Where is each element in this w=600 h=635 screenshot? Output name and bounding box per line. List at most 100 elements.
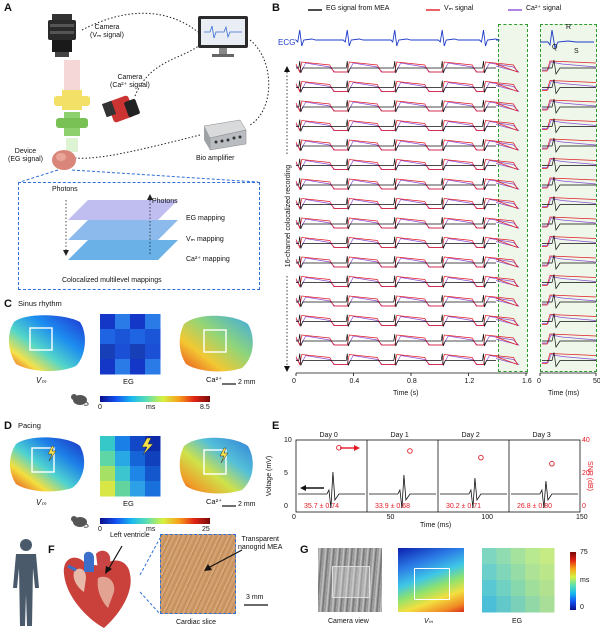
eg-cell: [145, 451, 161, 467]
ca-map-sinus: [179, 315, 253, 372]
channel-12: [295, 274, 597, 290]
eg-trace: [296, 197, 496, 210]
vm-trace: [295, 178, 519, 191]
vm-zoom: [542, 119, 597, 130]
ca-label-d: Ca²⁺: [206, 497, 223, 506]
optical-path: [54, 60, 90, 152]
eg-trace: [296, 294, 496, 308]
vm-map-sinus: [8, 315, 85, 372]
zoom-connector: [19, 169, 259, 183]
e-day-label: Day 0: [319, 432, 338, 439]
eg-cell: [100, 344, 116, 360]
y-axis-arrow-b: [284, 66, 290, 372]
eg-trace: [296, 216, 496, 230]
colorbar-g-min: 0: [580, 604, 584, 611]
eg-cell: [115, 314, 131, 330]
eg-cell: [130, 466, 146, 482]
eg-zoom: [542, 157, 596, 173]
panel-label-e: E: [272, 420, 280, 432]
e-spike: [440, 477, 507, 509]
vm-zoom: [542, 60, 597, 72]
scale-bar-d: [222, 505, 236, 507]
e-snr-point: [478, 454, 484, 461]
ca-zoom: [542, 198, 597, 207]
ca-zoom: [542, 81, 597, 90]
eg-cell: [496, 580, 512, 597]
x-label-b-right: Time (ms): [548, 390, 580, 397]
eg-trace: [296, 99, 496, 113]
eg-cell: [130, 436, 146, 452]
vm-label-g: Vₘ: [424, 618, 434, 625]
vm-zoom: [542, 333, 597, 345]
eg-trace: [296, 353, 496, 366]
x-label-b-left: Time (s): [393, 390, 419, 397]
arrow-left-head: [300, 485, 306, 491]
e-snr-value: 35.7 ± 0.74: [304, 503, 339, 510]
camera-view-tile: [332, 566, 370, 598]
channel-15: [295, 332, 597, 348]
ecg-trace: [294, 29, 594, 50]
eg-zoom: [542, 313, 596, 329]
panel-c-title: Sinus rhythm: [18, 299, 62, 308]
camera-vm-icon: [48, 14, 76, 57]
colorbar-g-unit: ms: [580, 577, 590, 584]
qrs-r: R: [566, 24, 572, 31]
ca-label-c: Ca²⁺: [206, 375, 223, 384]
eg-trace: [296, 275, 496, 288]
eg-cell: [100, 481, 116, 497]
colorbar-g: [570, 552, 576, 610]
ecg-label: ECG: [278, 38, 296, 47]
bio-amplifier-icon: [203, 119, 247, 151]
ca-zoom: [542, 159, 597, 168]
eg-zoom: [542, 293, 596, 309]
eg-zoom: [542, 118, 596, 134]
arrow-right-head: [354, 445, 360, 451]
ca-zoom: [542, 217, 597, 227]
ecg-line: [294, 29, 500, 47]
ca-zoom: [542, 139, 597, 149]
e-ytick-right: 20: [582, 470, 590, 477]
cardiac-slice-label: Cardiac slice: [176, 619, 217, 626]
eg-trace: [296, 158, 496, 171]
vm-trace: [295, 295, 519, 308]
eg-cell: [482, 564, 497, 581]
monitor-icon: [198, 16, 248, 57]
e-ytick-right: 0: [582, 503, 586, 510]
vm-map-pacing: [10, 437, 85, 492]
legend-eg: EG signal from MEA: [326, 5, 390, 12]
x-tick-label-b: 1.6: [522, 378, 532, 385]
photons-right-label: Photons: [152, 198, 178, 205]
e-ytick-left: 0: [284, 503, 288, 510]
mapping-detail-box: [18, 182, 260, 290]
eg-cell: [145, 314, 161, 330]
left-ventricle-label: Left ventricle: [110, 532, 150, 539]
colorbar-d-unit: ms: [146, 526, 156, 533]
vm-zoom: [542, 294, 597, 306]
panel-label-b: B: [272, 2, 280, 14]
panel-d-title: Pacing: [18, 421, 41, 430]
vm-trace: [295, 120, 519, 132]
panel-label-a: A: [4, 2, 12, 14]
e-snr-point: [407, 448, 413, 454]
channel-5: [295, 137, 597, 153]
eg-cell: [115, 344, 131, 360]
eg-cell: [130, 329, 146, 345]
eg-zoom: [542, 137, 596, 153]
ca-zoom: [542, 61, 597, 71]
vm-trace: [295, 276, 519, 288]
heart-illustration: [63, 550, 131, 628]
human-silhouette-icon: [13, 539, 39, 626]
eg-trace: [296, 138, 496, 152]
x-tick-label-b: 0.4: [349, 378, 360, 385]
eg-cell: [100, 451, 116, 467]
eg-zoom: [542, 79, 596, 95]
channel-4: [295, 118, 597, 134]
camera-ca-icon: [101, 95, 140, 123]
vm-map-slice: [398, 548, 464, 612]
eg-zoom: [542, 196, 596, 212]
eg-zoom: [542, 215, 596, 231]
e-day-label: Day 2: [461, 432, 480, 439]
eg-cell: [482, 596, 497, 613]
eg-cell: [525, 596, 541, 613]
eg-cell: [510, 596, 526, 613]
